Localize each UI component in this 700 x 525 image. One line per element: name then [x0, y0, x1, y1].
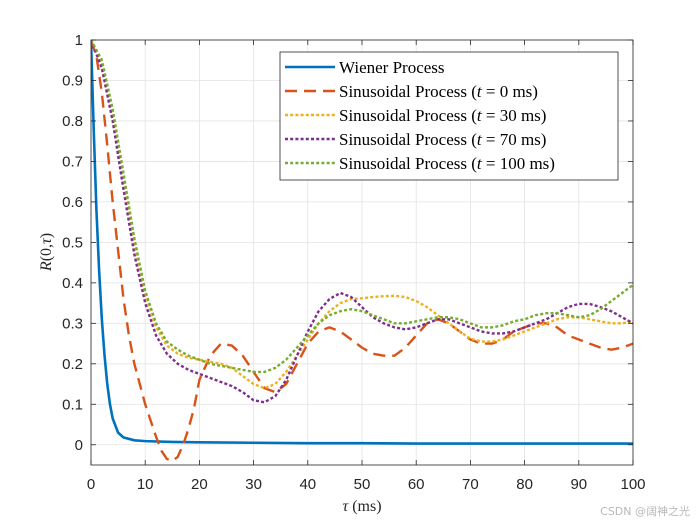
- series-line-2: [91, 40, 633, 390]
- x-tick-label: 70: [462, 476, 479, 493]
- x-axis-label-var: τ: [342, 498, 349, 515]
- series-line-4: [91, 40, 633, 374]
- legend-label-value: = 70 ms): [482, 130, 547, 149]
- x-tick-label: 40: [299, 476, 316, 493]
- y-axis-label-close: ): [38, 233, 55, 238]
- x-tick-label: 0: [87, 476, 95, 493]
- legend-label-value: = 30 ms): [482, 106, 547, 125]
- x-tick-label: 30: [245, 476, 262, 493]
- legend-label-prefix: Sinusoidal Process (: [339, 106, 477, 125]
- y-tick-label: 0.6: [62, 194, 83, 211]
- y-tick-label: 0.7: [62, 153, 83, 170]
- legend-label-0: Wiener Process: [339, 58, 445, 77]
- legend-label-value: = 100 ms): [482, 154, 555, 173]
- legend-label-2: Sinusoidal Process (t = 30 ms): [339, 106, 546, 125]
- y-axis-label: R(0,τ): [38, 233, 55, 272]
- x-axis-label-unit: (ms): [348, 498, 381, 515]
- x-tick-label: 50: [354, 476, 371, 493]
- y-tick-label: 0.4: [62, 275, 83, 292]
- watermark: CSDN @阔神之光: [600, 504, 690, 518]
- legend-box: [279, 51, 619, 181]
- legend-label-1: Sinusoidal Process (t = 0 ms): [339, 82, 538, 101]
- series-group: [91, 40, 633, 463]
- legend-label-var: t: [477, 106, 483, 125]
- legend-label-3: Sinusoidal Process (t = 70 ms): [339, 130, 546, 149]
- x-tick-label: 60: [408, 476, 425, 493]
- legend-label-prefix: Sinusoidal Process (: [339, 82, 477, 101]
- legend-label-4: Sinusoidal Process (t = 100 ms): [339, 154, 555, 173]
- series-line-0: [91, 40, 633, 445]
- x-tick-label: 10: [137, 476, 154, 493]
- y-tick-label: 0: [75, 437, 83, 454]
- y-tick-labels: 0 0.1 0.2 0.3 0.4 0.5 0.6 0.7 0.8 0.9 1: [62, 32, 83, 454]
- tick-marks: [90, 39, 634, 465]
- x-tick-label: 100: [620, 476, 645, 493]
- x-tick-label: 20: [191, 476, 208, 493]
- legend-label-value: = 0 ms): [482, 82, 538, 101]
- y-tick-label: 0.3: [62, 315, 83, 332]
- legend-label-prefix: Sinusoidal Process (: [339, 130, 477, 149]
- legend-label-var: t: [477, 154, 483, 173]
- x-axis-label: τ (ms): [342, 498, 381, 515]
- x-tick-labels: 0 10 20 30 40 50 60 70 80 90 100: [87, 476, 646, 493]
- x-tick-label: 90: [570, 476, 587, 493]
- y-tick-label: 0.2: [62, 356, 83, 373]
- y-tick-label: 0.5: [62, 234, 83, 251]
- y-tick-label: 1: [75, 32, 83, 49]
- y-tick-label: 0.9: [62, 72, 83, 89]
- legend-label-prefix: Wiener Process: [339, 58, 445, 77]
- y-tick-label: 0.8: [62, 113, 83, 130]
- y-axis-label-args: (0,: [38, 244, 55, 261]
- y-tick-label: 0.1: [62, 396, 83, 413]
- y-axis-label-func: R: [38, 261, 55, 272]
- legend-label-var: t: [477, 130, 483, 149]
- legend-label-prefix: Sinusoidal Process (: [339, 154, 477, 173]
- legend-label-var: t: [477, 82, 483, 101]
- x-tick-label: 80: [516, 476, 533, 493]
- y-axis-label-var: τ: [38, 237, 55, 244]
- series-line-3: [91, 40, 633, 404]
